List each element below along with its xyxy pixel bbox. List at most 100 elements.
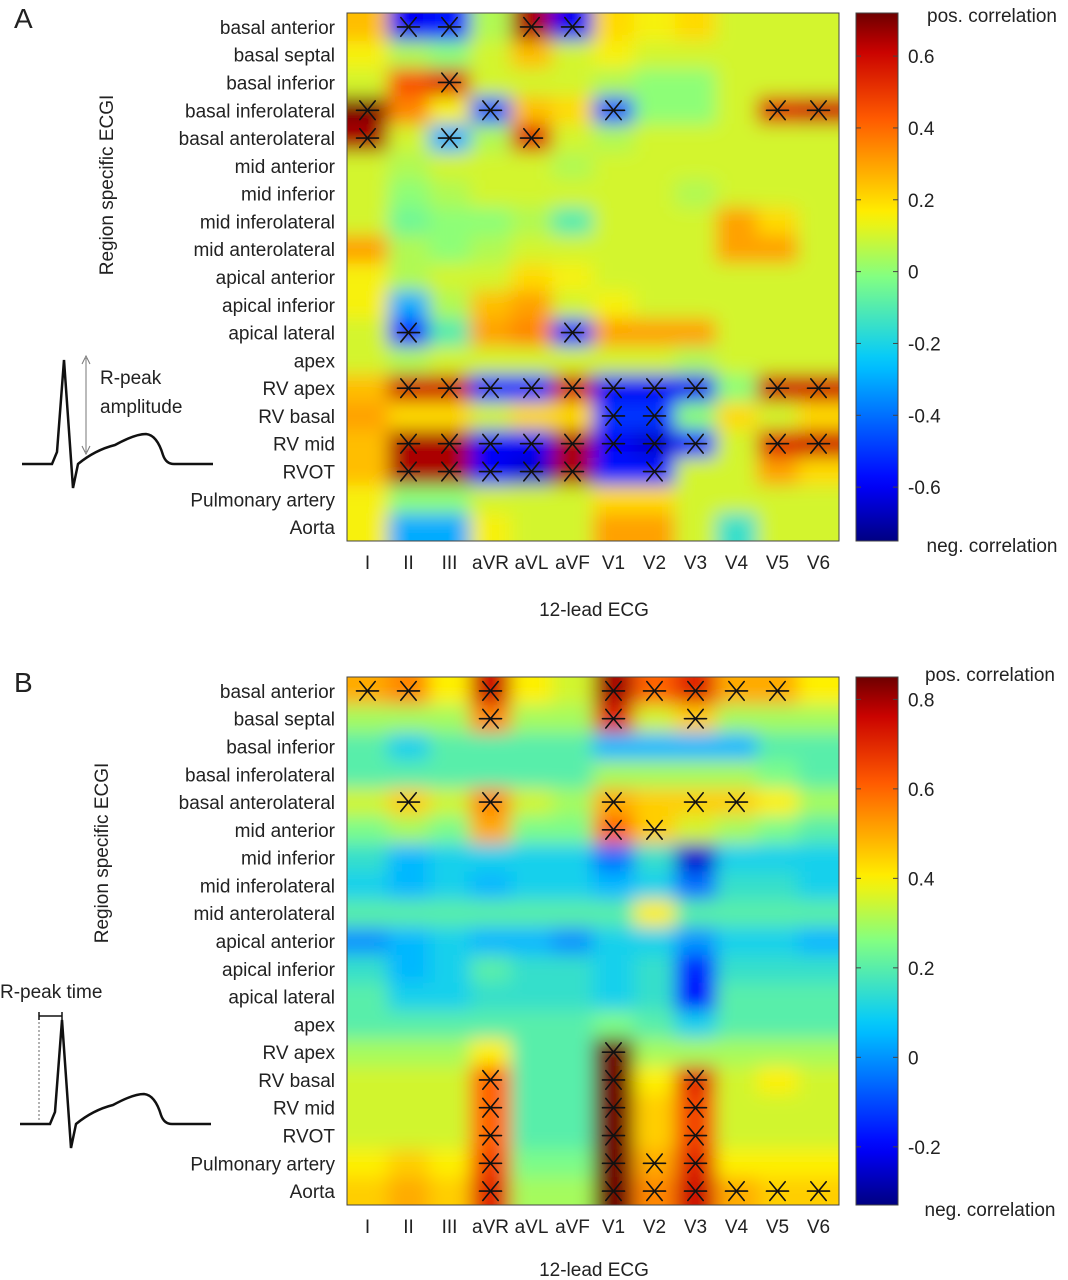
heatmap-cell: [552, 732, 594, 761]
heatmap-cell: [757, 927, 799, 956]
heatmap-cell: [552, 263, 594, 292]
heatmap-cell: [757, 346, 799, 375]
heatmap-cells: [347, 13, 839, 541]
heatmap-cell: [511, 1149, 553, 1178]
heatmap-cell: [716, 1038, 758, 1067]
heatmap-cell: [675, 290, 717, 320]
ecg-trace: [20, 1019, 211, 1149]
heatmap-cell: [716, 954, 758, 984]
significance-star: [601, 1125, 626, 1146]
heatmap-cell: [634, 318, 676, 347]
heatmap-cell: [757, 704, 799, 734]
significance-star: [396, 322, 421, 343]
significance-star: [478, 1069, 503, 1091]
heatmap-cell: [511, 13, 553, 42]
y-tick-label: basal septal: [234, 46, 335, 67]
heatmap-cell: [388, 235, 430, 264]
heatmap-cell: [675, 318, 717, 347]
heatmap-cell: [470, 899, 512, 928]
heatmap-cell: [757, 457, 799, 486]
heatmap-cell: [347, 263, 389, 292]
heatmap-cell: [757, 732, 799, 761]
heatmap-cell: [511, 760, 553, 789]
heatmap-cell: [511, 871, 553, 900]
significance-star: [478, 1153, 503, 1174]
heatmap-cell: [675, 927, 717, 956]
heatmap-cell: [798, 1093, 839, 1123]
heatmap-cell: [634, 704, 676, 734]
heatmap-cell: [634, 485, 676, 514]
y-tick-label: mid anterior: [235, 821, 336, 842]
heatmap-cell: [429, 1066, 471, 1095]
y-tick-label: basal inferolateral: [185, 765, 335, 786]
heatmap-cell: [388, 513, 430, 541]
significance-star: [396, 433, 421, 454]
heatmap-cell: [388, 151, 430, 181]
heatmap-cell: [470, 290, 512, 320]
colorbar-tick-label: 0.8: [908, 690, 934, 711]
x-tick-labels: I II III aVR aVL aVF V1 V2 V3 V4 V5 V6: [365, 1217, 830, 1238]
colorbar-tick-label: 0.2: [908, 191, 934, 212]
x-tick-label: V6: [807, 553, 830, 574]
colorbar-ticks: 0.6 0.4 0.2 0 -0.2 -0.4 -0.6: [856, 47, 941, 499]
significance-star: [683, 1097, 708, 1118]
heatmap-cell: [429, 40, 471, 70]
significance-star: [683, 1125, 708, 1146]
x-tick-label: aVL: [515, 553, 549, 574]
x-tick-label: V2: [643, 1217, 666, 1238]
heatmap-cell: [429, 760, 471, 789]
heatmap-cell: [470, 815, 512, 845]
heatmap-cell: [798, 954, 839, 984]
heatmap-cell: [716, 1010, 758, 1039]
significance-star: [765, 378, 790, 399]
y-tick-label: RV mid: [273, 1099, 335, 1120]
heatmap-cell: [347, 151, 389, 181]
heatmap-cell: [552, 235, 594, 264]
x-tick-label: III: [442, 553, 458, 574]
significance-star: [519, 461, 544, 482]
heatmap-cell: [634, 788, 676, 817]
significance-star: [519, 433, 544, 454]
significance-star: [806, 100, 831, 121]
significance-star: [519, 16, 544, 38]
heatmap-cell: [511, 732, 553, 761]
heatmap-cell: [470, 760, 512, 789]
heatmap-cell: [716, 346, 758, 375]
significance-star: [355, 100, 380, 121]
y-tick-label: apex: [294, 351, 336, 372]
heatmap-cell: [593, 732, 635, 761]
heatmap-cell: [388, 704, 430, 734]
y-tick-label: basal inferior: [226, 73, 335, 94]
colorbar-ticks: 0.8 0.6 0.4 0.2 0 -0.2: [856, 690, 941, 1159]
heatmap-cell: [716, 982, 758, 1011]
heatmap-cell: [716, 151, 758, 181]
significance-star: [601, 100, 626, 121]
heatmap-cell: [593, 13, 635, 42]
heatmap-cell: [347, 704, 389, 734]
heatmap-cell: [675, 124, 717, 153]
significance-star: [601, 819, 626, 840]
heatmap-cell: [388, 677, 430, 706]
heatmap-cell: [757, 1038, 799, 1067]
x-tick-label: I: [365, 553, 370, 574]
heatmap-cell: [429, 788, 471, 817]
x-tick-label: V6: [807, 1217, 830, 1238]
heatmap-cell: [347, 871, 389, 900]
heatmap-cell: [716, 677, 758, 706]
heatmap-cell: [716, 96, 758, 125]
heatmap-cell: [347, 1066, 389, 1095]
colorbar-tick-label: 0.4: [908, 119, 935, 140]
heatmap-cell: [757, 318, 799, 347]
heatmap-cell: [634, 263, 676, 292]
y-tick-label: apex: [294, 1015, 336, 1036]
heatmap-cell: [675, 346, 717, 375]
inset-label-line-1: R-peak: [100, 368, 162, 389]
heatmap-cell: [552, 927, 594, 956]
heatmap-cell: [593, 1010, 635, 1039]
heatmap-cell: [429, 732, 471, 761]
heatmap-cell: [552, 1177, 594, 1205]
heatmap-cell: [511, 235, 553, 264]
x-tick-label: V5: [766, 553, 789, 574]
heatmap-cell: [470, 982, 512, 1011]
